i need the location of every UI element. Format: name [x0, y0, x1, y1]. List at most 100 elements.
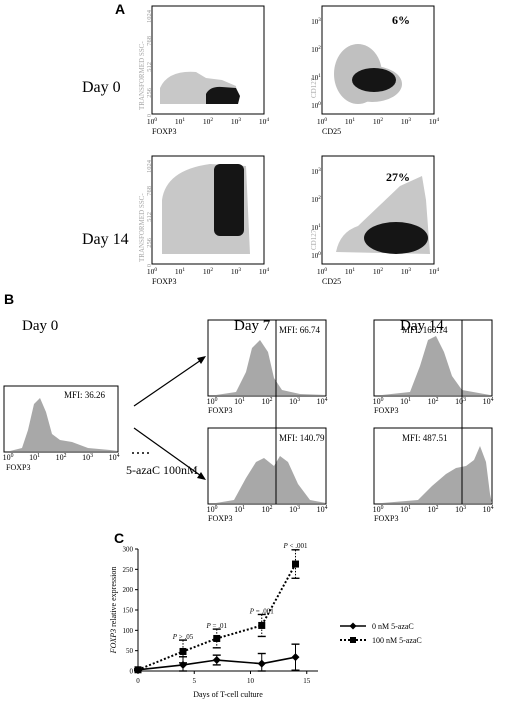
c-ytick-label: 0	[130, 668, 134, 676]
day0-xlabel-foxp3: FOXP3	[152, 127, 176, 136]
cd127-ytick-10e1: 101	[311, 223, 321, 232]
cd127-ytick-10e3: 103	[311, 167, 321, 176]
c-ytick-label: 50	[126, 647, 134, 655]
c-ytick-label: 100	[123, 627, 134, 635]
cd127-ytick-10e0: 100	[311, 251, 321, 260]
day0-ylabel-ssc: TRANSFORMED SSC-	[138, 41, 146, 110]
hist-xtick-10e4: 104	[109, 453, 120, 462]
c-legend-marker	[350, 637, 356, 643]
day0-percent: 6%	[392, 13, 410, 27]
flow-plot-day0-foxp3	[151, 5, 265, 115]
day14-label: Day 14	[82, 231, 129, 248]
xtick-10e4: 104	[429, 117, 440, 126]
histogram-day7-5azac-xticks: 100 101 102 103 104	[207, 505, 328, 514]
cd127-ytick-10e0: 100	[311, 101, 321, 110]
mfi-day0: MFI: 36.26	[64, 390, 106, 400]
xtick-10e2: 102	[373, 267, 384, 276]
hist-xtick-10e1: 101	[29, 453, 40, 462]
ssc-ytick-256: 256	[146, 237, 153, 248]
hist-xtick-10e3: 103	[455, 397, 466, 406]
arrowhead-up	[197, 356, 206, 364]
c-point-100nm	[292, 560, 299, 568]
c-point-100nm	[258, 621, 266, 629]
c-xtick-label: 5	[193, 677, 197, 685]
c-legend-label: 100 nM 5-azaC	[372, 636, 422, 645]
hist-xtick-10e0: 100	[373, 505, 384, 514]
histogram-day14-5azac	[373, 427, 493, 505]
c-pvalue: P = .01	[206, 622, 228, 630]
histogram-day0-xlabel: FOXP3	[6, 463, 30, 472]
day14-xlabel-cd25: CD25	[322, 277, 341, 286]
histogram-day14-control-xticks: 100 101 102 103 104	[373, 397, 494, 406]
hist-xtick-10e2: 102	[428, 397, 439, 406]
xtick-10e3: 103	[401, 117, 412, 126]
day14-ylabel-cd127: CD127	[310, 229, 318, 250]
arrow-to-day7-control	[133, 357, 205, 407]
day0-label: Day 0	[82, 79, 121, 96]
histogram-day14-control-xlabel: FOXP3	[374, 406, 398, 415]
hist-xtick-10e4: 104	[483, 505, 494, 514]
xtick-10e2: 102	[203, 267, 214, 276]
c-xtick-label: 15	[303, 677, 311, 685]
hist-xtick-10e1: 101	[400, 397, 411, 406]
xtick-10e1: 101	[345, 267, 356, 276]
day14-foxp3-xticks: 100 101 102 103 104	[147, 267, 270, 276]
hist-xtick-10e3: 103	[455, 505, 466, 514]
flow-plot-day14-foxp3	[151, 155, 265, 265]
c-legend-label: 0 nM 5-azaC	[372, 622, 414, 631]
c-point-0nm	[212, 656, 221, 665]
day0-ylabel-cd127: CD127	[310, 77, 318, 98]
ssc-ytick-512: 512	[146, 62, 153, 72]
hist-xtick-10e2: 102	[262, 505, 273, 514]
day14-ssc-yticks: 1024 768 512 256 0	[146, 159, 153, 267]
mfi-day14-control: MFI: 160.14	[402, 325, 448, 335]
day0-xlabel-cd25: CD25	[322, 127, 341, 136]
mfi-day14-5azac: MFI: 487.51	[402, 433, 448, 443]
hist-xtick-10e4: 104	[317, 397, 328, 406]
day0-foxp3-xticks: 100 101 102 103 104	[147, 117, 270, 126]
ssc-ytick-1024: 1024	[146, 9, 153, 23]
xtick-10e4: 104	[259, 117, 270, 126]
c-ytick-label: 250	[123, 566, 134, 574]
c-ylabel: FOXP3 relative expression	[109, 567, 118, 655]
c-ytick-label: 150	[123, 607, 134, 615]
histogram-day14-control	[373, 319, 493, 397]
day14-xlabel-foxp3: FOXP3	[152, 277, 176, 286]
hist-xtick-10e2: 102	[56, 453, 67, 462]
c-pvalue: P > .05	[172, 633, 194, 641]
hist-xtick-10e1: 101	[234, 397, 245, 406]
histogram-day7-control-xlabel: FOXP3	[208, 406, 232, 415]
arrowhead-down	[197, 472, 206, 480]
ssc-ytick-1024: 1024	[146, 159, 153, 173]
panel-b-col-day0: Day 0	[22, 318, 58, 334]
c-ytick-label: 300	[123, 546, 134, 554]
c-pvalue: P = .001	[249, 607, 274, 615]
ssc-ytick-0: 0	[146, 264, 153, 267]
day0-ssc-yticks: 1024 768 512 256 0	[146, 9, 153, 117]
hist-xtick-10e0: 100	[3, 453, 14, 462]
xtick-10e3: 103	[231, 267, 242, 276]
c-legend-marker	[349, 622, 357, 630]
hist-xtick-10e1: 101	[234, 505, 245, 514]
arrow-to-day7-5azac	[133, 427, 205, 479]
day0-cd127-yticks: 103 102 101 100	[311, 17, 321, 110]
histogram-day7-5azac	[207, 427, 327, 505]
day14-ylabel-ssc: TRANSFORMED SSC-	[138, 193, 146, 262]
hist-xtick-10e4: 104	[317, 505, 328, 514]
hist-xtick-10e1: 101	[400, 505, 411, 514]
xtick-10e0: 100	[317, 117, 328, 126]
cd127-ytick-10e2: 102	[311, 195, 321, 204]
xtick-10e3: 103	[401, 267, 412, 276]
c-point-0nm	[291, 653, 300, 662]
ssc-ytick-0: 0	[146, 114, 153, 117]
c-pvalue: P < .001	[283, 542, 308, 550]
ssc-ytick-256: 256	[146, 87, 153, 98]
xtick-10e1: 101	[175, 117, 186, 126]
hist-xtick-10e4: 104	[483, 397, 494, 406]
histogram-day7-control-xticks: 100 101 102 103 104	[207, 397, 328, 406]
day14-cd127-yticks: 103 102 101 100	[311, 167, 321, 260]
hist-xtick-10e2: 102	[428, 505, 439, 514]
xtick-10e0: 100	[147, 267, 158, 276]
c-point-100nm	[213, 634, 221, 642]
flow-plot-day0-cd25	[321, 5, 435, 115]
